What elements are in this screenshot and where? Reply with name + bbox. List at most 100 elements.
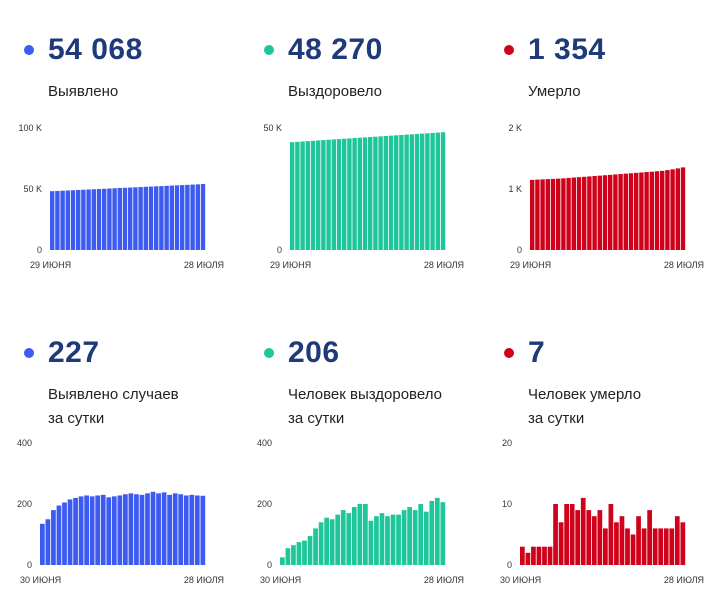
bar <box>404 134 409 250</box>
bar <box>414 133 420 250</box>
bar <box>357 137 362 250</box>
stat-value: 54 068 <box>48 33 143 66</box>
bar <box>331 139 336 250</box>
stat-panel: 227 Выявлено случаев за сутки 0 200 400 30 ИЮ… <box>0 303 240 606</box>
bar <box>195 184 200 250</box>
bar <box>122 187 128 250</box>
bar <box>89 496 95 566</box>
x-tick-label-end: 28 ИЮЛЯ <box>424 260 464 270</box>
bar <box>530 179 535 250</box>
bar <box>675 168 680 250</box>
stat-label: Человек выздоровело за сутки <box>288 386 442 427</box>
bar <box>324 517 329 565</box>
y-tick-label: 2 K <box>508 123 522 133</box>
bar <box>553 504 558 565</box>
stat-value: 206 <box>288 336 340 369</box>
bar <box>145 493 150 565</box>
bar <box>613 174 618 250</box>
bar-chart: 0 200 400 30 ИЮНЯ 28 ИЮЛЯ <box>17 438 224 585</box>
bar <box>335 514 341 565</box>
bar <box>418 504 424 565</box>
bar <box>680 167 686 250</box>
stat-value: 48 270 <box>288 33 383 66</box>
bar <box>133 187 138 250</box>
bar <box>430 132 435 250</box>
x-tick-label-end: 28 ИЮЛЯ <box>184 260 224 270</box>
stat-label: Выявлено случаев за сутки <box>48 386 179 427</box>
bar <box>571 177 576 250</box>
bar <box>183 495 189 565</box>
y-tick-label: 0 <box>517 245 522 255</box>
stat-panel: 48 270 Выздоровело 0 50 K 29 ИЮНЯ 28 ИЮЛЯ <box>240 0 480 303</box>
bar <box>618 174 623 250</box>
bar <box>641 528 647 565</box>
bar <box>623 173 628 250</box>
y-tick-label: 0 <box>267 560 272 570</box>
y-tick-label: 400 <box>257 438 272 448</box>
bar <box>569 504 575 565</box>
bar <box>654 171 660 250</box>
bar <box>378 136 383 250</box>
bar <box>81 189 86 250</box>
bar <box>78 496 84 566</box>
bar <box>296 542 302 566</box>
y-tick-label: 0 <box>507 560 512 570</box>
bar <box>91 189 96 250</box>
bar <box>576 177 582 250</box>
bar-chart: 0 50 K 29 ИЮНЯ 28 ИЮЛЯ <box>263 123 464 270</box>
bar <box>525 552 531 565</box>
bar <box>156 493 161 565</box>
bar <box>363 504 368 565</box>
bar <box>128 493 134 565</box>
bar <box>102 188 107 250</box>
y-tick-label: 0 <box>27 560 32 570</box>
stat-label: Человек умерло за сутки <box>528 386 642 427</box>
bar <box>639 172 644 250</box>
bar <box>429 500 435 565</box>
y-tick-label: 200 <box>257 499 272 509</box>
bar <box>318 522 324 565</box>
bar <box>608 174 613 250</box>
bar <box>164 185 169 250</box>
bar <box>62 502 67 565</box>
bar <box>435 132 440 250</box>
x-tick-label-end: 28 ИЮЛЯ <box>184 575 224 585</box>
bar <box>542 546 547 565</box>
bar <box>652 528 658 565</box>
stat-panel: 1 354 Умерло 0 1 K 2 K 29 ИЮНЯ 28 ИЮЛЯ <box>480 0 720 303</box>
stat-value: 1 354 <box>528 33 606 66</box>
bar <box>336 139 342 250</box>
bar-chart: 0 10 20 30 ИЮНЯ 28 ИЮЛЯ <box>500 438 704 585</box>
series-dot-icon <box>504 45 514 55</box>
bar <box>674 516 680 565</box>
bar <box>665 170 670 250</box>
x-tick-label-end: 28 ИЮЛЯ <box>424 575 464 585</box>
x-tick-label-start: 30 ИЮНЯ <box>500 575 541 585</box>
bar <box>291 545 296 565</box>
stat-panel: 206 Человек выздоровело за сутки 0 200 400 30… <box>240 303 480 606</box>
stat-header: 206 <box>264 335 340 371</box>
bar <box>575 510 581 565</box>
bar <box>658 528 664 565</box>
bar <box>352 138 357 250</box>
y-tick-label: 0 <box>277 245 282 255</box>
bar <box>56 505 62 565</box>
bar <box>139 494 145 565</box>
bar <box>45 519 51 565</box>
bar <box>383 136 388 250</box>
bar <box>123 494 128 565</box>
bar <box>440 502 446 565</box>
stat-label: Умерло <box>528 83 581 100</box>
bar <box>399 134 404 250</box>
bar <box>185 184 190 250</box>
bar <box>106 497 112 565</box>
bar <box>540 179 545 250</box>
bar <box>178 494 184 565</box>
bar <box>154 186 159 250</box>
series-dot-icon <box>24 348 34 358</box>
bar <box>190 184 195 250</box>
bar <box>138 187 143 250</box>
y-tick-label: 400 <box>17 438 32 448</box>
bar <box>545 179 550 250</box>
bar <box>300 141 305 250</box>
